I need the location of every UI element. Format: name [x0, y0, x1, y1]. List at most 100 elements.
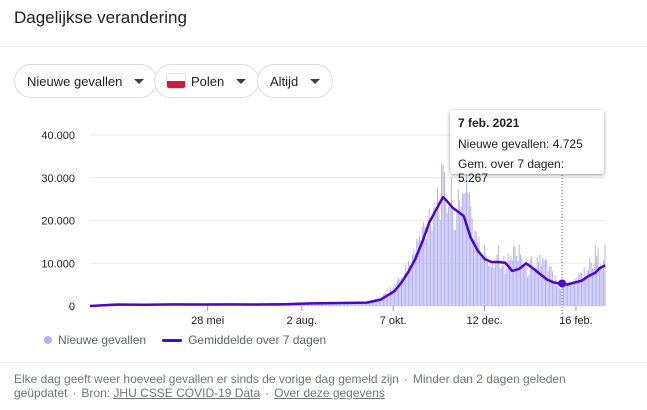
daily-cases-bar	[439, 219, 441, 306]
daily-cases-bar	[380, 299, 382, 306]
legend-dot-icon	[44, 336, 52, 344]
daily-cases-bar	[504, 274, 506, 306]
source-link[interactable]: JHU CSSE COVID-19 Data	[113, 386, 261, 400]
daily-cases-bar	[574, 282, 576, 306]
daily-cases-bar	[341, 302, 343, 306]
legend-line-icon	[162, 338, 183, 342]
daily-cases-bar	[582, 279, 584, 306]
about-data-link[interactable]: Over deze gegevens	[274, 386, 385, 400]
daily-cases-bar	[499, 266, 501, 306]
daily-cases-bar	[510, 255, 512, 306]
daily-cases-bar	[456, 211, 458, 306]
tooltip-cases: Nieuwe gevallen: 4.725	[458, 137, 583, 151]
daily-cases-bar	[432, 208, 434, 306]
daily-cases-bar	[450, 177, 452, 306]
daily-cases-bar	[495, 261, 497, 306]
daily-cases-bar	[360, 301, 362, 306]
daily-cases-bar	[560, 289, 562, 306]
y-tick-label: 10.000	[41, 258, 75, 270]
daily-cases-bar	[421, 227, 423, 306]
daily-cases-bar	[319, 303, 321, 306]
daily-cases-bar	[459, 200, 461, 306]
daily-cases-bar	[489, 264, 491, 306]
daily-cases-bar	[355, 302, 357, 306]
daily-cases-bar	[351, 302, 353, 306]
daily-cases-bar	[403, 273, 405, 306]
daily-cases-bar	[521, 258, 523, 306]
footer: Elke dag geeft weer hoeveel gevallen er …	[14, 372, 604, 400]
daily-cases-bar	[399, 279, 401, 306]
daily-cases-bar	[445, 202, 447, 306]
daily-cases-bar	[569, 285, 571, 306]
daily-cases-bar	[428, 209, 430, 306]
daily-cases-bar	[529, 259, 531, 306]
daily-cases-bar	[597, 247, 599, 306]
daily-cases-bar	[410, 265, 412, 306]
daily-cases-bar	[478, 236, 480, 306]
daily-cases-bar	[452, 209, 454, 306]
daily-cases-bar	[540, 265, 542, 306]
daily-cases-bar	[589, 257, 591, 306]
daily-cases-bar	[329, 302, 330, 306]
daily-cases-bar	[485, 255, 487, 306]
daily-cases-bar	[586, 271, 588, 306]
daily-cases-bar	[513, 245, 515, 306]
footer-separator: ·	[403, 372, 408, 386]
daily-cases-bar	[525, 264, 527, 306]
daily-cases-bar	[575, 278, 577, 306]
period-dropdown[interactable]: Altijd	[257, 64, 334, 98]
daily-cases-bar	[338, 302, 340, 306]
metric-dropdown[interactable]: Nieuwe gevallen	[14, 64, 158, 98]
daily-cases-bar	[389, 287, 391, 306]
flag-white-stripe	[167, 74, 185, 81]
daily-cases-bar	[413, 249, 415, 306]
daily-cases-bar	[383, 294, 384, 306]
daily-cases-bar	[381, 298, 383, 306]
country-dropdown[interactable]: Polen	[154, 64, 260, 98]
y-tick-label: 20.000	[41, 216, 75, 228]
daily-cases-bar	[391, 292, 393, 306]
daily-cases-bar	[449, 205, 451, 306]
chevron-down-icon	[236, 78, 247, 84]
daily-cases-bar	[435, 213, 437, 306]
daily-cases-bar	[317, 303, 319, 306]
daily-cases-bar	[309, 303, 311, 306]
daily-cases-bar	[601, 269, 603, 306]
daily-cases-bar	[442, 163, 444, 306]
daily-cases-bar	[395, 284, 397, 306]
daily-cases-bar	[396, 280, 398, 306]
daily-cases-bar	[474, 230, 476, 306]
daily-cases-bar	[371, 301, 373, 306]
footer-separator: ·	[72, 386, 77, 400]
daily-cases-bar	[572, 282, 574, 306]
daily-cases-bar	[340, 302, 342, 306]
daily-cases-bar	[315, 303, 317, 306]
period-dropdown-label: Altijd	[270, 73, 299, 89]
daily-cases-bar	[514, 246, 516, 306]
daily-cases-bar	[520, 254, 522, 306]
daily-cases-bar	[604, 244, 606, 306]
daily-cases-bar	[598, 266, 600, 306]
daily-cases-bar	[443, 171, 445, 306]
daily-cases-bar	[578, 274, 580, 306]
daily-cases-bar	[468, 191, 470, 306]
daily-cases-bar	[502, 265, 504, 306]
daily-cases-bar	[506, 269, 508, 306]
daily-cases-bar	[331, 302, 333, 306]
daily-cases-bar	[387, 294, 389, 306]
footer-separator: ·	[265, 386, 270, 400]
daily-cases-bar	[334, 302, 336, 306]
daily-cases-bar	[342, 302, 344, 306]
daily-cases-bar	[464, 192, 466, 306]
daily-cases-bar	[471, 218, 473, 306]
daily-cases-bar	[463, 194, 465, 306]
daily-cases-bar	[547, 271, 549, 306]
daily-cases-bar	[594, 245, 596, 306]
selection-marker	[558, 279, 567, 288]
daily-cases-bar	[592, 268, 594, 306]
daily-cases-bar	[423, 222, 425, 306]
chevron-down-icon	[134, 78, 145, 84]
daily-cases-bar	[538, 262, 540, 306]
daily-cases-bar	[376, 300, 378, 306]
